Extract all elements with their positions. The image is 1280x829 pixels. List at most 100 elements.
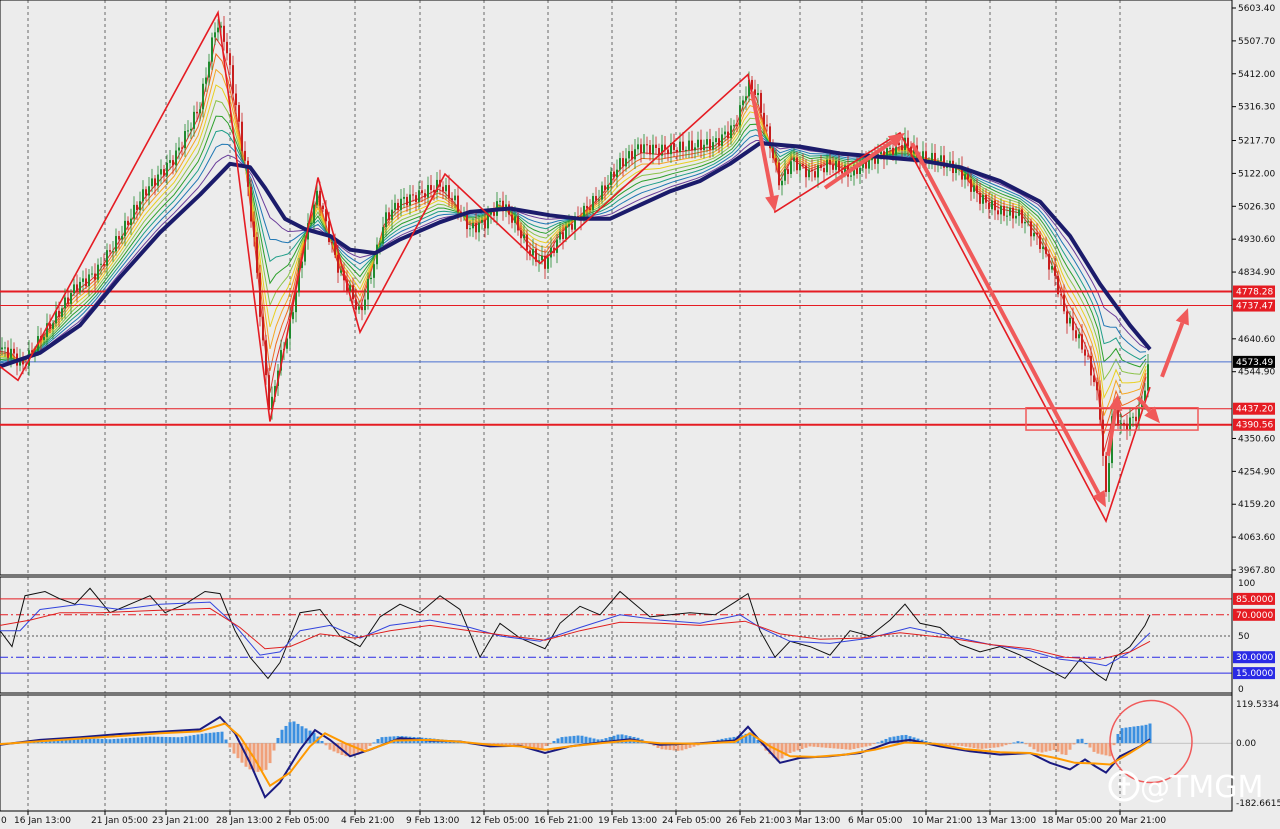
macd-bar [1008,743,1012,745]
candle-body [397,202,399,210]
candle-body [901,145,903,151]
candle-body [595,196,597,201]
candle-body [718,138,720,146]
macd-bar [504,743,508,746]
candle-body [781,180,783,186]
macd-bar [376,738,380,744]
candle-body [853,165,855,176]
candle-body [451,198,453,201]
macd-bar [980,743,984,749]
candle-body [1018,209,1020,216]
macd-bar [296,723,300,744]
candle-body [118,236,120,240]
candle-body [91,273,93,275]
time-axis[interactable]: 0 16 Jan 13:00 21 Jan 05:00 23 Jan 21:00 28 … [1,811,1166,826]
candle-body [967,174,969,180]
candle-body [223,25,225,42]
macd-bar [1028,743,1032,747]
macd-bar [920,739,924,744]
candle-body [325,209,327,222]
macd-bar [888,737,892,744]
macd-bar [264,743,268,770]
macd-bar [596,739,600,744]
macd-bar [576,735,580,744]
candle-body [274,386,276,397]
macd-bar [816,743,820,748]
candle-body [196,111,198,114]
candle-body [856,165,858,174]
candle-body [820,165,822,168]
candle-body [247,160,249,187]
macd-bar [896,735,900,744]
macd-bar [148,736,152,744]
price-label: 5412.00 [1238,70,1275,80]
candle-body [826,159,828,173]
candle-body [322,205,324,210]
trend-arrow-head [887,132,905,148]
macd-bar [220,731,224,744]
candle-body [895,142,897,155]
macd-bar [996,743,1000,748]
macd-bar [1120,728,1124,744]
candle-body [661,144,663,156]
candle-body [424,193,426,198]
candle-body [199,109,201,114]
candle-body [364,299,366,311]
candle-body [457,195,459,212]
candle-body [382,227,384,244]
macd-bar [1128,727,1132,744]
time-label: 24 Feb 05:00 [662,816,721,826]
trend-arrow-line [1160,322,1185,378]
osc-level-tag-text: 30.0000 [1236,653,1273,663]
macd-bar [84,738,88,744]
candle-body [625,158,627,167]
candle-body [523,234,525,239]
candle-body [1036,232,1038,235]
trend-arrow-line [823,140,893,190]
macd-bar [688,743,692,748]
time-label: 4 Feb 21:00 [341,816,395,826]
oscillator-levels: 85.0000 70.0000 30.0000 15.0000 [0,592,1275,680]
macd-bar [160,736,164,744]
macd-bar [756,740,760,744]
macd-bar [104,739,108,744]
candle-body [730,125,732,139]
watermark: @TMGM [1108,770,1263,805]
main-price-pane[interactable]: 4778.28 4737.47 4573.49 4437.20 4390.56 [0,0,1275,576]
candle-body [1093,375,1095,383]
candle-body [628,151,630,159]
macd-bar [132,737,136,744]
macd-pane[interactable] [0,694,1233,812]
macd-bar [744,733,748,744]
candle-body [877,153,879,164]
macd-bar [1140,725,1144,744]
oscillator-pane[interactable]: 85.0000 70.0000 30.0000 15.0000 [0,576,1275,694]
candle-body [1063,294,1065,312]
candle-body [1042,246,1044,249]
candle-body [337,254,339,273]
osc-level-tag-text: 70.0000 [1236,611,1273,621]
candle-body [1102,419,1104,456]
time-label: 23 Jan 21:00 [152,816,209,826]
candle-body [760,92,762,113]
macd-bar [604,738,608,744]
candle-body [766,124,768,127]
oscillator-pane-frame [0,576,1233,694]
candle-body [163,169,165,176]
macd-bar [232,743,236,754]
candle-body [340,270,342,273]
macd-bar [1068,743,1072,750]
candle-body [646,144,648,146]
candle-body [979,192,981,204]
candle-body [328,221,330,243]
candle-body [910,146,912,154]
candle-body [844,165,846,174]
price-scale[interactable]: 5603.40 5507.70 5412.00 5316.30 5217.70 5122.… [1231,0,1280,811]
candle-body [472,223,474,229]
macd-bar [1084,743,1088,745]
candle-body [805,165,807,178]
candle-body [520,230,522,239]
candle-body [238,105,240,122]
main-pane-frame [0,0,1233,576]
